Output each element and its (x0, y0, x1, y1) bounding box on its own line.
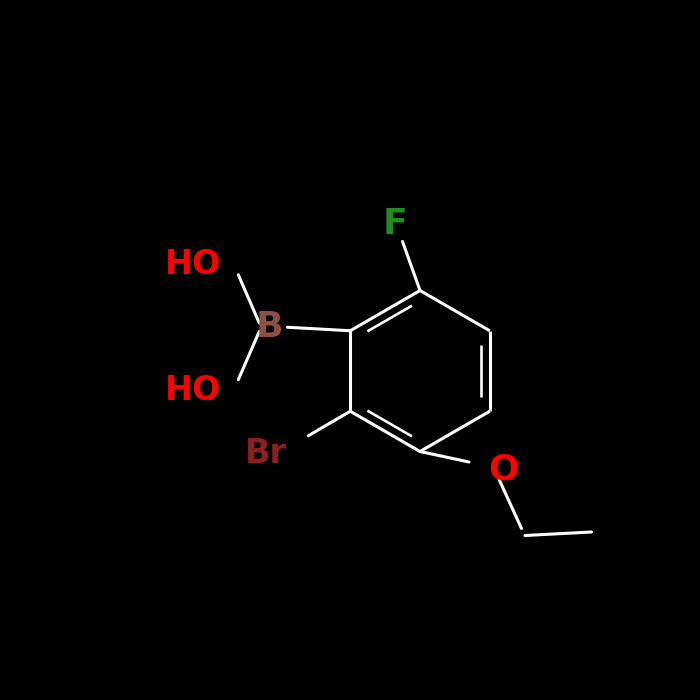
Text: HO: HO (164, 374, 221, 407)
Text: O: O (489, 452, 519, 486)
Text: HO: HO (164, 248, 221, 281)
Text: F: F (383, 207, 408, 241)
Text: B: B (256, 310, 284, 344)
Text: Br: Br (245, 437, 287, 470)
